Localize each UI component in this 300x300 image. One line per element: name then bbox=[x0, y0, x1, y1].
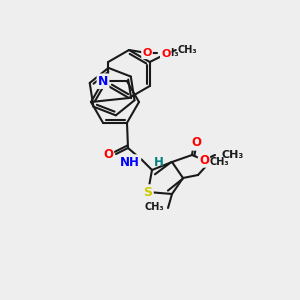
Text: O: O bbox=[103, 148, 113, 160]
Text: H: H bbox=[154, 155, 164, 169]
Text: S: S bbox=[143, 185, 152, 199]
Text: CH₃: CH₃ bbox=[221, 150, 243, 160]
Text: NH: NH bbox=[120, 155, 140, 169]
Text: O: O bbox=[199, 154, 209, 166]
Text: O: O bbox=[161, 49, 170, 59]
Text: CH₃: CH₃ bbox=[178, 45, 197, 55]
Text: CH₃: CH₃ bbox=[210, 157, 230, 167]
Text: O: O bbox=[191, 136, 201, 149]
Text: CH₃: CH₃ bbox=[159, 48, 178, 58]
Text: CH₃: CH₃ bbox=[144, 202, 164, 212]
Text: N: N bbox=[98, 75, 108, 88]
Text: O: O bbox=[142, 48, 152, 58]
